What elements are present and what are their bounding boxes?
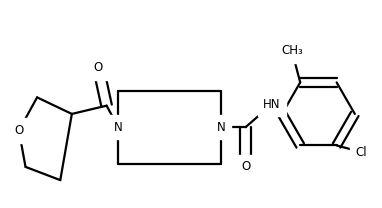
Text: O: O bbox=[14, 124, 24, 137]
Text: N: N bbox=[217, 121, 225, 134]
Text: O: O bbox=[94, 61, 103, 74]
Text: CH₃: CH₃ bbox=[281, 45, 303, 57]
Text: N: N bbox=[114, 121, 123, 134]
Text: Cl: Cl bbox=[356, 146, 367, 158]
Text: O: O bbox=[241, 160, 250, 173]
Text: HN: HN bbox=[263, 98, 281, 110]
